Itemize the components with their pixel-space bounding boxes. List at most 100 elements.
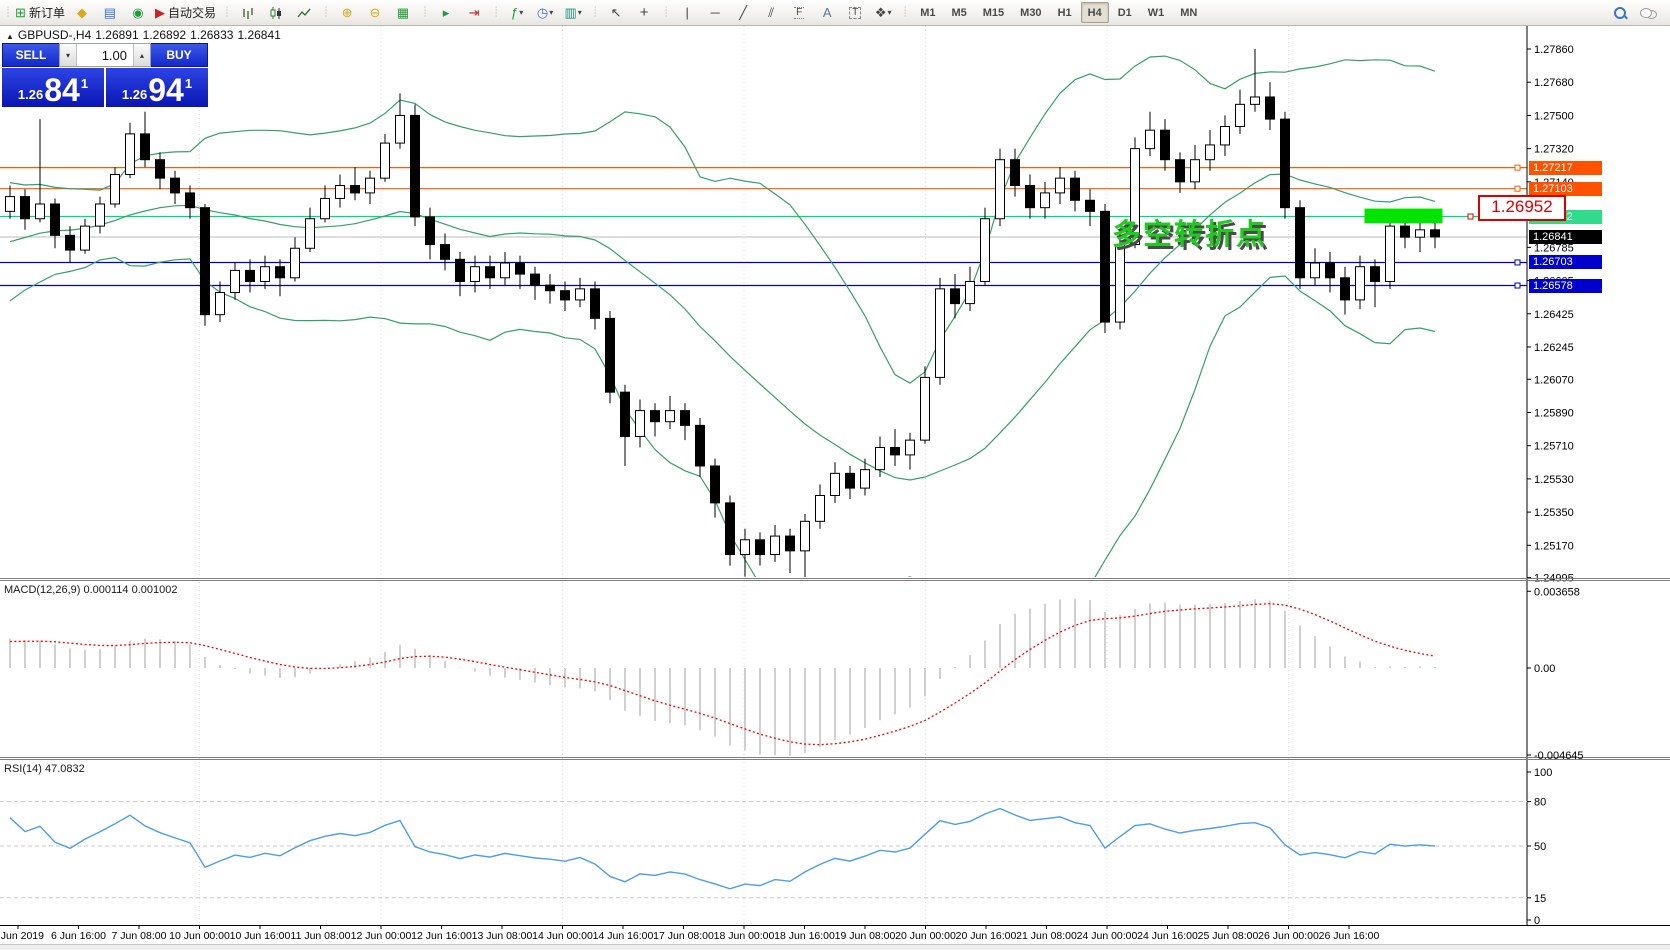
chart-window-button[interactable]: ▤ [96, 1, 124, 24]
chart-window-icon: ▤ [103, 5, 117, 20]
time-axis-label: 12 Jun 00:00 [351, 930, 412, 942]
volume-increase-button[interactable]: ▴ [133, 44, 150, 66]
auto-scroll-icon: ▸ [442, 5, 450, 20]
time-axis-label: 6 Jun 16:00 [51, 930, 106, 942]
cursor-icon: ↖ [610, 5, 622, 20]
chart-shift-icon: ⇥ [468, 5, 480, 20]
volume-decrease-button[interactable]: ▾ [60, 44, 77, 66]
time-axis[interactable]: 5 Jun 2019 6 Jun 16:00 7 Jun 08:0010 Jun 0… [0, 926, 1380, 942]
text-button[interactable]: A [813, 1, 841, 24]
tile-windows-button[interactable]: ▦ [389, 1, 417, 24]
rsi-line [9, 807, 1436, 890]
time-axis-label: 26 Jun 00:00 [1258, 930, 1319, 942]
timeframe-mn[interactable]: MN [1180, 6, 1198, 19]
candlestick-chart-button[interactable] [262, 1, 290, 24]
signals-button[interactable]: ◉ [124, 1, 152, 24]
search-button[interactable] [1606, 1, 1634, 24]
timeframe-m1[interactable]: M1 [920, 6, 936, 19]
new-order-icon: ⊞ [15, 5, 26, 20]
time-axis-label: 10 Jun 00:00 [169, 930, 230, 942]
ohlc-high: 1.26892 [142, 28, 187, 42]
group-separator: ┊ [592, 7, 598, 18]
rsi-scale-label: 15 [1534, 893, 1546, 905]
volume-input[interactable] [77, 44, 133, 66]
timeframe-h4[interactable]: H4 [1080, 2, 1109, 23]
line-chart-button[interactable] [290, 1, 318, 24]
price-tick-label: 1.26070 [1534, 374, 1574, 386]
time-axis-label: 24 Jun 00:00 [1077, 930, 1138, 942]
time-axis-label: 12 Jun 16:00 [411, 930, 472, 942]
indicators-button[interactable]: ƒ ▾ [503, 1, 531, 24]
crosshair-button[interactable]: + [630, 1, 658, 24]
time-axis-label: 21 Jun 08:00 [1016, 930, 1077, 942]
price-tick-label: 1.26785 [1534, 242, 1574, 254]
price-tick-label: 1.27860 [1534, 44, 1574, 56]
group-separator: ┊ [223, 7, 230, 18]
chat-icon [1640, 7, 1657, 19]
timeframe-d1[interactable]: D1 [1117, 6, 1132, 19]
chart-shift-button[interactable]: ⇥ [460, 1, 488, 24]
fibonacci-button[interactable]: F [785, 1, 813, 24]
tile-windows-icon: ▦ [396, 5, 410, 20]
buy-button[interactable]: BUY [151, 43, 208, 67]
new-order-button[interactable]: ⊞ 新订单 [12, 1, 68, 24]
price-tick-label: 1.27320 [1534, 144, 1574, 156]
zoom-out-icon: ⊖ [369, 5, 381, 20]
group-separator: ┊ [902, 7, 908, 18]
timeframe-w1[interactable]: W1 [1147, 6, 1165, 19]
buy-price-display[interactable]: 1.26 94 1 [106, 68, 208, 107]
group-separator: ┊ [493, 7, 499, 18]
zoom-in-button[interactable]: ⊕ [333, 1, 361, 24]
zoom-out-button[interactable]: ⊖ [361, 1, 389, 24]
vertical-line-button[interactable]: | [673, 1, 701, 24]
collapse-icon[interactable]: ▲ [6, 32, 14, 41]
shapes-button[interactable]: ❖ ▾ [869, 1, 897, 24]
auto-scroll-button[interactable]: ▸ [432, 1, 460, 24]
trendline-button[interactable]: ╱ [729, 1, 757, 24]
periods-button[interactable]: ◷ ▾ [531, 1, 559, 24]
caret-down-icon: ▾ [577, 8, 582, 17]
sell-price-display[interactable]: 1.26 84 1 [2, 68, 104, 107]
highlighter-button[interactable]: ◆ [68, 1, 96, 24]
text-label-button[interactable]: T [841, 1, 869, 24]
timeframe-m15[interactable]: M15 [982, 6, 1005, 19]
time-axis-label: 13 Jun 08:00 [472, 930, 533, 942]
time-axis-label: 24 Jun 16:00 [1137, 930, 1198, 942]
horizontal-line-icon: ─ [710, 5, 720, 20]
macd-signal-line [9, 603, 1436, 746]
rsi-scale-label: 50 [1534, 841, 1546, 853]
buy-price-sup: 1 [184, 76, 193, 91]
zoom-in-icon: ⊕ [341, 5, 353, 20]
buy-price-big: 94 [148, 72, 184, 108]
cursor-button[interactable]: ↖ [602, 1, 630, 24]
toolbar-drag-handle[interactable]: ┊ [5, 7, 11, 18]
group-separator: ┊ [663, 7, 669, 18]
bollinger-bands [9, 55, 1436, 577]
autotrading-button[interactable]: ▶ 自动交易 [152, 1, 219, 24]
price-tick-label: 1.26965 [1534, 209, 1574, 221]
bar-chart-button[interactable] [234, 1, 262, 24]
indicators-icon: ƒ [510, 5, 519, 20]
symbol-name: GBPUSD-,H4 [17, 28, 92, 42]
time-axis-label: 14 Jun 00:00 [532, 930, 593, 942]
horizontal-line-button[interactable]: ─ [701, 1, 729, 24]
sell-button[interactable]: SELL [2, 43, 59, 67]
timeframe-h1[interactable]: H1 [1057, 6, 1072, 19]
crosshair-icon: + [639, 4, 649, 21]
price-tick-label: 1.25890 [1534, 407, 1574, 419]
caret-up-icon: ▴ [139, 50, 144, 60]
autotrading-icon: ▶ [154, 5, 165, 20]
channel-icon: ⫽ [768, 5, 775, 20]
timeframe-m5[interactable]: M5 [951, 6, 967, 19]
timeframe-m30[interactable]: M30 [1020, 6, 1042, 19]
level-lines [0, 164, 1527, 289]
caret-down-icon: ▾ [887, 8, 892, 17]
chart-title: ▲ GBPUSD-,H4 1.26891 1.26892 1.26833 1.26841 [6, 28, 285, 42]
chat-button[interactable] [1634, 1, 1662, 24]
volume-stepper: ▾ ▴ [59, 43, 151, 67]
templates-button[interactable]: ▥ ▾ [559, 1, 587, 24]
shapes-icon: ❖ [874, 5, 887, 20]
fibonacci-icon: F [794, 6, 805, 19]
channel-button[interactable]: ⫽ [757, 1, 785, 24]
